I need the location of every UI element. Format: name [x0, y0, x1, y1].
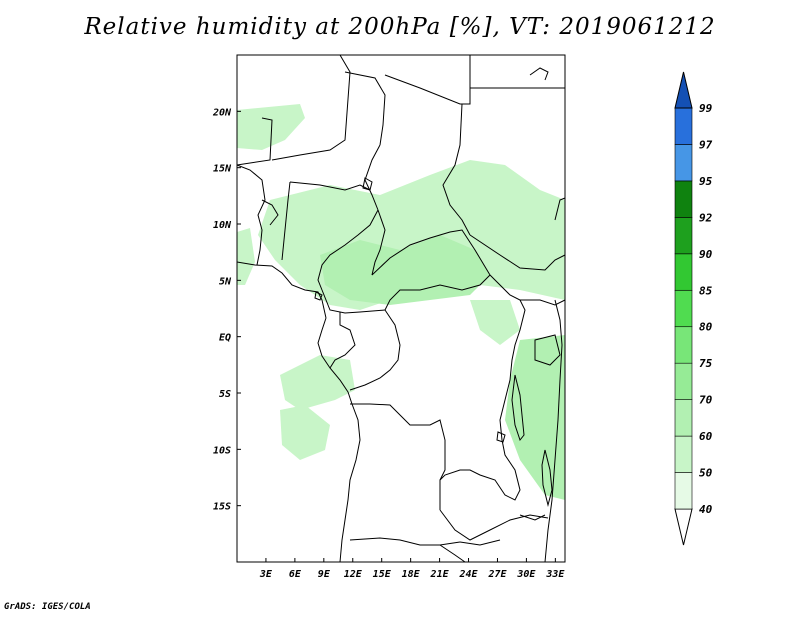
border-zambia [439, 509, 549, 541]
colorbar-label: 99 [699, 102, 713, 115]
colorbar-box [674, 144, 693, 182]
border-nigeria-benin [281, 181, 291, 261]
lake-tanganyika [511, 374, 525, 442]
colorbar-label: 75 [699, 357, 713, 370]
border-angola-north [350, 403, 446, 510]
colorbar-label: 90 [699, 248, 713, 261]
chart-title: Relative humidity at 200hPa [%], VT: 201… [84, 14, 716, 40]
border-guinea [261, 199, 279, 226]
longitude-axis: 3E 6E 9E 12E 15E 18E 21E 24E 27E 30E 33E [259, 558, 565, 580]
lon-tick-label: 27E [487, 569, 507, 580]
colorbar-label: 92 [699, 211, 713, 224]
humid-region-east [505, 335, 565, 500]
lon-tick-label: 30E [516, 569, 536, 580]
grads-credit: GrADS: IGES/COLA [4, 602, 91, 612]
lon-tick-label: 9E [318, 569, 331, 580]
humid-region-gabon [280, 355, 355, 410]
coast-mozambique [519, 514, 546, 521]
colorbar-box [674, 326, 693, 364]
colorbar-label: 40 [699, 503, 713, 516]
colorbar-label: 60 [699, 430, 713, 443]
colorbar-lower-triangle [674, 508, 693, 546]
lon-tick-label: 33E [545, 569, 565, 580]
lat-tick-label: EQ [219, 333, 231, 344]
lat-tick-label: 20N [212, 107, 232, 118]
humid-region-drc-north [470, 300, 520, 345]
lat-tick-label: 5S [219, 389, 231, 400]
lat-tick-label: 5N [219, 276, 232, 287]
lon-tick-label: 21E [430, 569, 450, 580]
border-angola-namibia [349, 537, 461, 546]
humidity-shading [237, 104, 565, 500]
nile-delta-coast [529, 67, 549, 81]
humid-region-angola-coast [280, 405, 330, 460]
colorbar-box [674, 217, 693, 255]
colorbar-label: 80 [699, 321, 713, 334]
border-uganda-kenya [520, 299, 566, 306]
lon-tick-label: 18E [402, 569, 421, 580]
border-west [236, 164, 266, 266]
lon-tick-label: 3E [259, 569, 273, 580]
colorbar-box [674, 253, 693, 291]
island-bioko [314, 291, 323, 301]
colorbar-label: 50 [699, 467, 713, 480]
colorbar-box [674, 399, 693, 437]
border-zimbabwe [439, 544, 466, 563]
coast-east [544, 299, 563, 563]
colorbar-upper-triangle [674, 71, 693, 109]
lat-tick-label: 15N [213, 164, 232, 175]
colorbar-box [674, 180, 693, 218]
lon-tick-label: 6E [289, 569, 302, 580]
lake-chad [362, 177, 373, 191]
border-niger-algeria [344, 71, 386, 146]
border-chad-libya [384, 55, 471, 105]
border-gabon-congo [329, 312, 356, 369]
border-drc-east [439, 274, 526, 501]
colorbar-box [674, 435, 693, 473]
lon-tick-label: 15E [373, 569, 392, 580]
colorbar-label: 70 [699, 394, 713, 407]
map-frame [236, 54, 566, 563]
humid-region-west-coast [237, 228, 255, 285]
colorbar-box [674, 107, 693, 145]
humid-region-northwest [237, 104, 305, 150]
colorbar-label: 85 [699, 284, 713, 297]
lat-tick-label: 15S [213, 502, 231, 513]
humid-region-central-strong [320, 235, 490, 305]
colorbar-box [674, 362, 693, 400]
colorbar: 40 50 60 70 75 80 85 90 92 95 97 99 [674, 71, 713, 546]
border-ethiopia [554, 197, 566, 221]
lake-malawi [541, 449, 553, 507]
lon-tick-label: 12E [344, 569, 363, 580]
country-borders [236, 54, 566, 563]
border-nigeria-cameroon [317, 209, 379, 291]
border-sudan-south [469, 234, 566, 271]
lon-tick-label: 24E [458, 569, 478, 580]
colorbar-box [674, 472, 693, 510]
colorbar-label: 97 [699, 138, 713, 151]
lake-mweru [496, 431, 506, 443]
border-zambia-botswana [459, 539, 501, 546]
border-mauritania-mali [236, 117, 273, 166]
lat-tick-label: 10S [213, 445, 231, 456]
border-cameroon-chad [371, 209, 386, 276]
colorbar-label: 95 [699, 175, 713, 188]
border-congo-drc [349, 309, 401, 391]
lat-tick-label: 10N [213, 220, 232, 231]
colorbar-box [674, 289, 693, 328]
border-chad-sudan [442, 103, 471, 236]
border-cameroon-south [321, 289, 386, 314]
latitude-axis: 20N 15N 10N 5N EQ 5S 10S 15S [212, 107, 241, 513]
border-mali-niger [271, 54, 351, 161]
gabon-congo-coastline [317, 317, 361, 563]
lake-victoria [534, 334, 561, 366]
